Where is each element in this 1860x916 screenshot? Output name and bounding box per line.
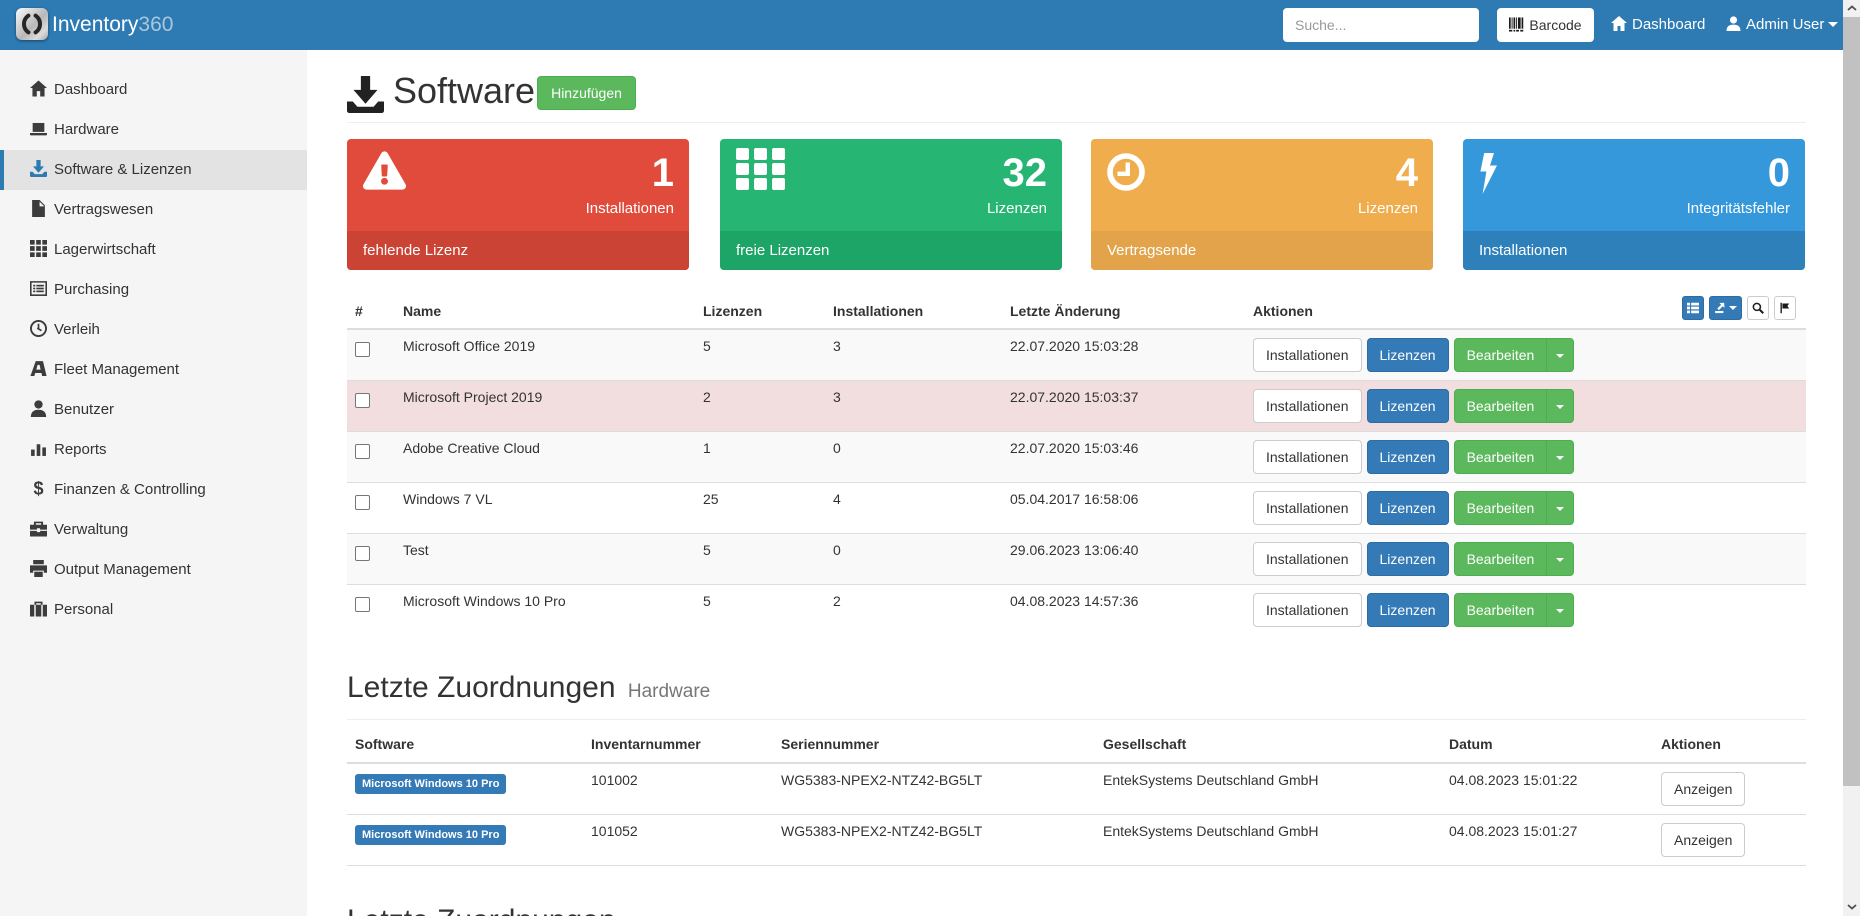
svg-text:$: $ — [33, 480, 43, 497]
